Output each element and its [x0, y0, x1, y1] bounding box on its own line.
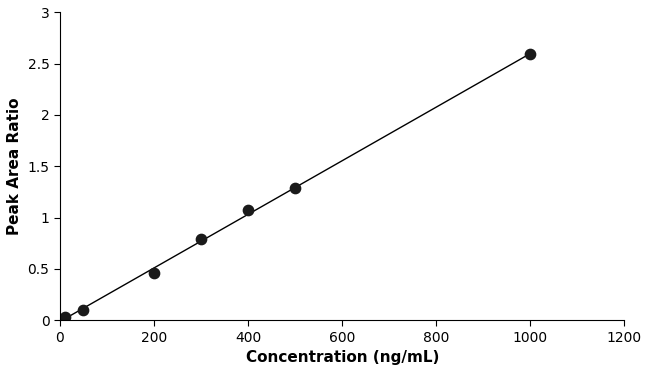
- Point: [196, 236, 206, 242]
- Point: [149, 270, 159, 276]
- Y-axis label: Peak Area Ratio: Peak Area Ratio: [7, 97, 22, 235]
- Point: [243, 207, 253, 213]
- Point: [60, 314, 70, 320]
- Point: [525, 51, 535, 57]
- Point: [290, 185, 300, 191]
- Point: [79, 307, 89, 313]
- X-axis label: Concentration (ng/mL): Concentration (ng/mL): [245, 350, 439, 365]
